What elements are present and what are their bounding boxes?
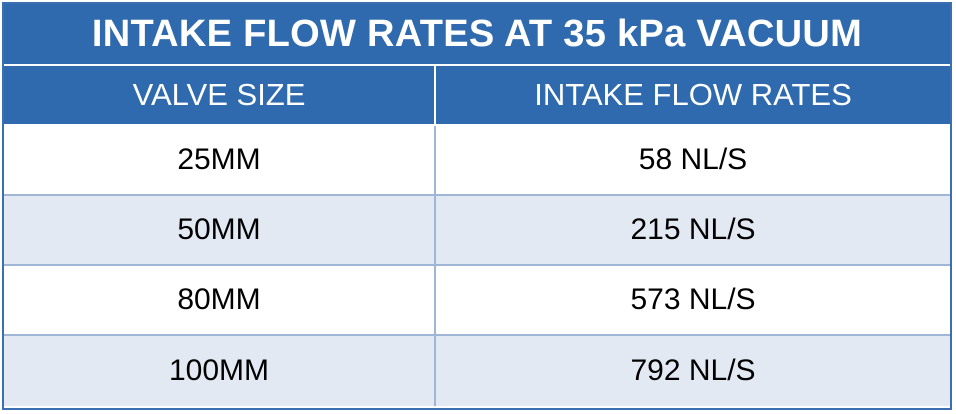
valve-size-cell: 25MM bbox=[4, 126, 436, 194]
flow-rate-table: INTAKE FLOW RATES AT 35 kPa VACUUM VALVE… bbox=[2, 2, 952, 410]
flow-rate-cell: 215 NL/S bbox=[630, 213, 756, 246]
table-row: 100MM 792 NL/S bbox=[4, 336, 950, 406]
table-row: 25MM 58 NL/S bbox=[4, 126, 950, 196]
valve-size-cell: 100MM bbox=[4, 336, 436, 406]
table-title: INTAKE FLOW RATES AT 35 kPa VACUUM bbox=[4, 4, 950, 66]
valve-size-cell: 50MM bbox=[4, 196, 436, 264]
table-row: 50MM 215 NL/S bbox=[4, 196, 950, 266]
flow-rate-cell: 573 NL/S bbox=[630, 283, 756, 316]
flow-rate-cell: 58 NL/S bbox=[638, 143, 748, 176]
table-row: 80MM 573 NL/S bbox=[4, 266, 950, 336]
flow-rate-cell: 792 NL/S bbox=[630, 354, 756, 387]
header-valve-size: VALVE SIZE bbox=[4, 66, 436, 124]
table-header-row: VALVE SIZE INTAKE FLOW RATES bbox=[4, 66, 950, 126]
header-intake-flow-rates: INTAKE FLOW RATES bbox=[534, 77, 852, 112]
valve-size-cell: 80MM bbox=[4, 266, 436, 334]
